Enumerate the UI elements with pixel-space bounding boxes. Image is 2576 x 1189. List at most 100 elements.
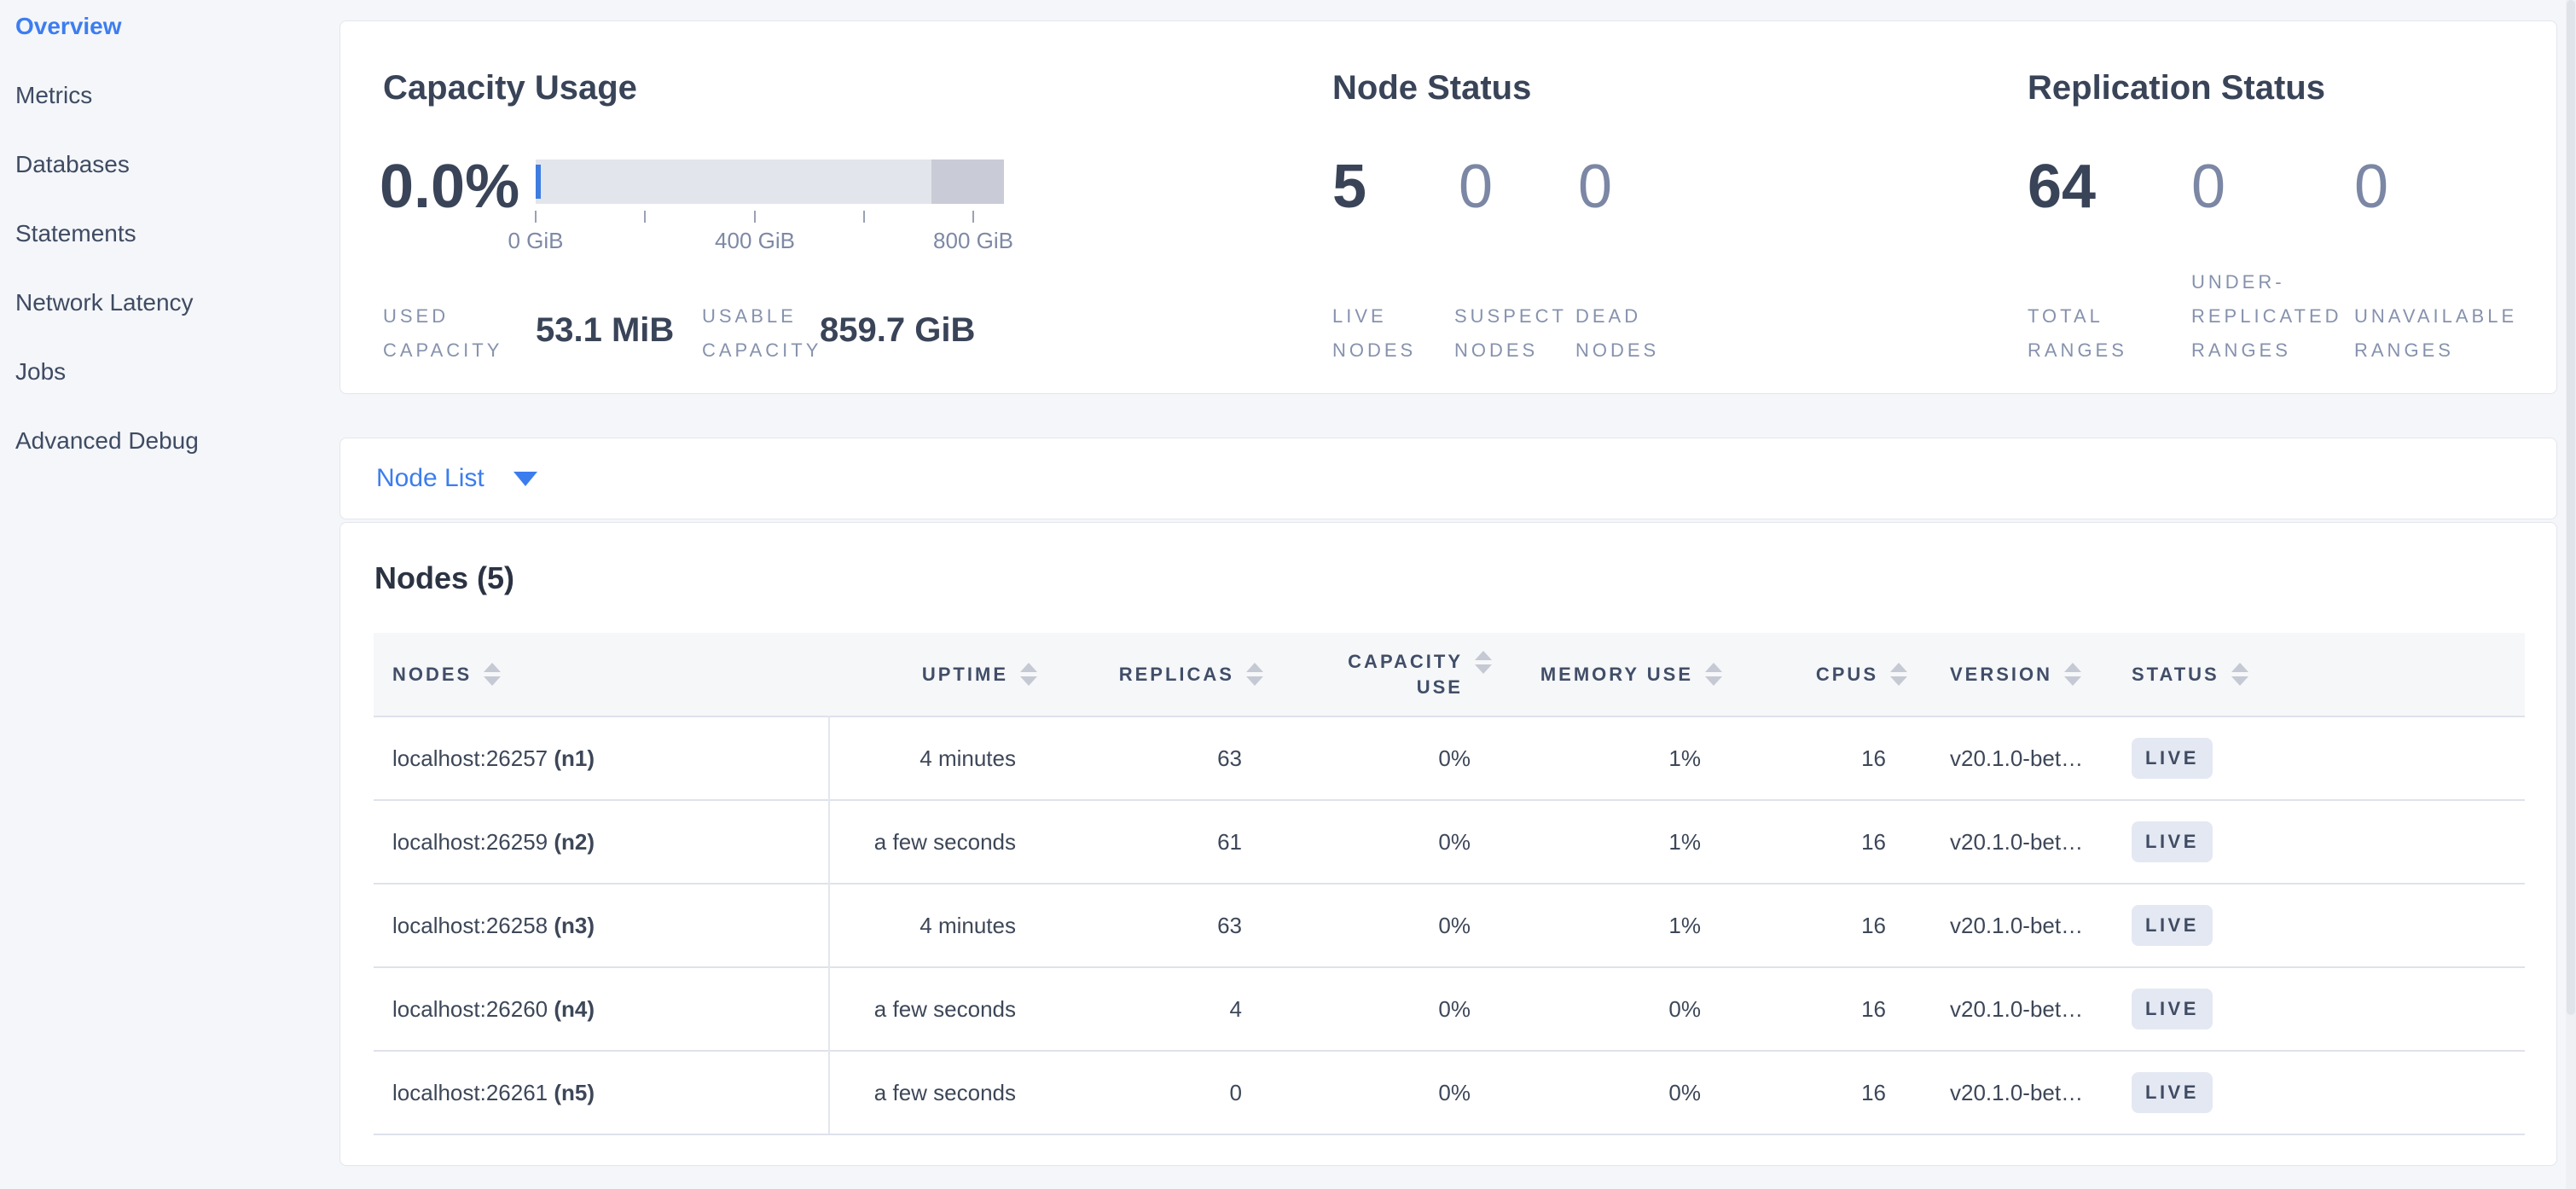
- uptime-cell: 4 minutes: [829, 716, 1037, 800]
- under-replicated-ranges-label: UNDER- REPLICATED RANGES: [2191, 265, 2342, 368]
- label-line: RANGES: [2028, 339, 2127, 361]
- nodes-table-card: Nodes (5) NODES UPTIME: [339, 522, 2557, 1166]
- version-cell: v20.1.0-bet…: [1907, 966, 2108, 1051]
- column-header-nodes[interactable]: NODES: [374, 633, 829, 716]
- sort-icon: [2064, 663, 2082, 686]
- used-capacity-value: 53.1 MiB: [536, 311, 675, 349]
- sort-icon: [1246, 663, 1263, 686]
- label-line: NODES: [1575, 339, 1660, 361]
- uptime-cell: a few seconds: [829, 799, 1037, 884]
- suspect-nodes-count: 0: [1459, 153, 1494, 221]
- column-header-capacity-use[interactable]: CAPACITY USE: [1263, 633, 1492, 716]
- axis-tick: [754, 211, 756, 223]
- axis-tick: [644, 211, 646, 223]
- column-header-memory-use[interactable]: MEMORY USE: [1492, 633, 1722, 716]
- column-label: CPUS: [1815, 663, 1878, 685]
- status-badge: LIVE: [2132, 905, 2213, 946]
- status-badge: LIVE: [2132, 989, 2213, 1030]
- sidebar-item-metrics[interactable]: Metrics: [15, 81, 93, 108]
- table-row[interactable]: localhost:26259 (n2) a few seconds 61 0%…: [374, 799, 2525, 884]
- under-replicated-ranges-count: 0: [2191, 153, 2226, 221]
- axis-tick-label: 800 GiB: [933, 228, 1013, 253]
- sidebar: Overview Metrics Databases Statements Ne…: [0, 0, 333, 1189]
- axis-tick-label: 400 GiB: [715, 228, 795, 253]
- label-line: CAPACITY: [383, 339, 503, 361]
- capacity-use-cell: 0%: [1263, 799, 1492, 884]
- table-row[interactable]: localhost:26257 (n1) 4 minutes 63 0% 1% …: [374, 716, 2525, 800]
- node-id: (n1): [554, 745, 595, 771]
- node-address-cell: localhost:26257 (n1): [374, 716, 830, 800]
- used-capacity-label: USED CAPACITY: [383, 299, 502, 368]
- node-address: localhost:26258: [392, 912, 548, 938]
- memory-use-cell: 1%: [1492, 799, 1722, 884]
- capacity-use-cell: 0%: [1263, 716, 1492, 800]
- cpus-cell: 16: [1722, 966, 1907, 1051]
- cluster-summary-card: Capacity Usage 0.0% 0 GiB 400 GiB 800 Gi…: [339, 20, 2557, 394]
- sidebar-item-jobs[interactable]: Jobs: [15, 357, 67, 385]
- table-row[interactable]: localhost:26261 (n5) a few seconds 0 0% …: [374, 1050, 2525, 1135]
- version-cell: v20.1.0-bet…: [1907, 1050, 2108, 1135]
- cpus-cell: 16: [1722, 799, 1907, 884]
- total-ranges-count: 64: [2028, 153, 2097, 221]
- dead-nodes-count: 0: [1578, 153, 1613, 221]
- replicas-cell: 0: [1037, 1050, 1263, 1135]
- nodes-section-title: Nodes (5): [374, 560, 515, 595]
- table-row[interactable]: localhost:26258 (n3) 4 minutes 63 0% 1% …: [374, 883, 2525, 967]
- column-header-replicas[interactable]: REPLICAS: [1037, 633, 1263, 716]
- node-id: (n2): [554, 828, 595, 855]
- column-label: USE: [1416, 676, 1463, 698]
- sidebar-item-statements[interactable]: Statements: [15, 219, 136, 246]
- node-address: localhost:26260: [392, 995, 548, 1022]
- capacity-use-cell: 0%: [1263, 883, 1492, 967]
- table-row[interactable]: localhost:26260 (n4) a few seconds 4 0% …: [374, 966, 2525, 1051]
- scrollbar-thumb[interactable]: [2567, 0, 2575, 1015]
- node-status-title: Node Status: [1332, 69, 1532, 107]
- usable-capacity-label: USABLE CAPACITY: [702, 299, 821, 368]
- cpus-cell: 16: [1722, 883, 1907, 967]
- label-line: USABLE: [702, 305, 797, 327]
- capacity-bar-other-segment: [931, 160, 1004, 204]
- node-address: localhost:26259: [392, 828, 548, 855]
- sidebar-item-advanced-debug[interactable]: Advanced Debug: [15, 426, 199, 454]
- column-header-uptime[interactable]: UPTIME: [829, 633, 1037, 716]
- node-address: localhost:26261: [392, 1079, 548, 1105]
- column-label: NODES: [392, 663, 473, 685]
- label-line: RANGES: [2191, 339, 2291, 361]
- replication-status-title: Replication Status: [2028, 69, 2325, 107]
- sort-icon: [1705, 663, 1722, 686]
- capacity-use-cell: 0%: [1263, 966, 1492, 1051]
- node-list-dropdown-label[interactable]: Node List: [376, 464, 484, 492]
- nodes-table: NODES UPTIME REPLICAS: [374, 633, 2525, 1135]
- sort-icon: [2231, 663, 2248, 686]
- node-list-dropdown[interactable]: Node List: [340, 438, 2556, 519]
- capacity-use-cell: 0%: [1263, 1050, 1492, 1135]
- label-line: DEAD: [1575, 305, 1642, 327]
- node-id: (n4): [554, 995, 595, 1022]
- version-cell: v20.1.0-bet…: [1907, 799, 2108, 884]
- column-label: VERSION: [1950, 663, 2053, 685]
- replicas-cell: 4: [1037, 966, 1263, 1051]
- node-address-cell: localhost:26259 (n2): [374, 799, 830, 884]
- sidebar-item-network-latency[interactable]: Network Latency: [15, 288, 194, 316]
- node-address-cell: localhost:26261 (n5): [374, 1050, 830, 1135]
- label-line: SUSPECT: [1454, 305, 1567, 327]
- replicas-cell: 63: [1037, 716, 1263, 800]
- memory-use-cell: 1%: [1492, 883, 1722, 967]
- status-badge: LIVE: [2132, 1072, 2213, 1113]
- live-nodes-count: 5: [1332, 153, 1367, 221]
- column-header-status[interactable]: STATUS: [2108, 633, 2525, 716]
- unavailable-ranges-count: 0: [2354, 153, 2389, 221]
- sort-icon: [484, 663, 502, 686]
- column-label: REPLICAS: [1118, 663, 1234, 685]
- label-line: USED: [383, 305, 450, 327]
- column-header-cpus[interactable]: CPUS: [1722, 633, 1907, 716]
- sidebar-item-overview[interactable]: Overview: [15, 12, 122, 39]
- column-header-version[interactable]: VERSION: [1907, 633, 2108, 716]
- sort-icon: [1890, 663, 1907, 686]
- sidebar-item-databases[interactable]: Databases: [15, 150, 130, 177]
- scrollbar-track[interactable]: [2566, 0, 2576, 1189]
- axis-tick: [535, 211, 537, 223]
- axis-tick: [972, 211, 974, 223]
- column-label: CAPACITY: [1348, 650, 1463, 672]
- label-line: UNDER-: [2191, 271, 2285, 293]
